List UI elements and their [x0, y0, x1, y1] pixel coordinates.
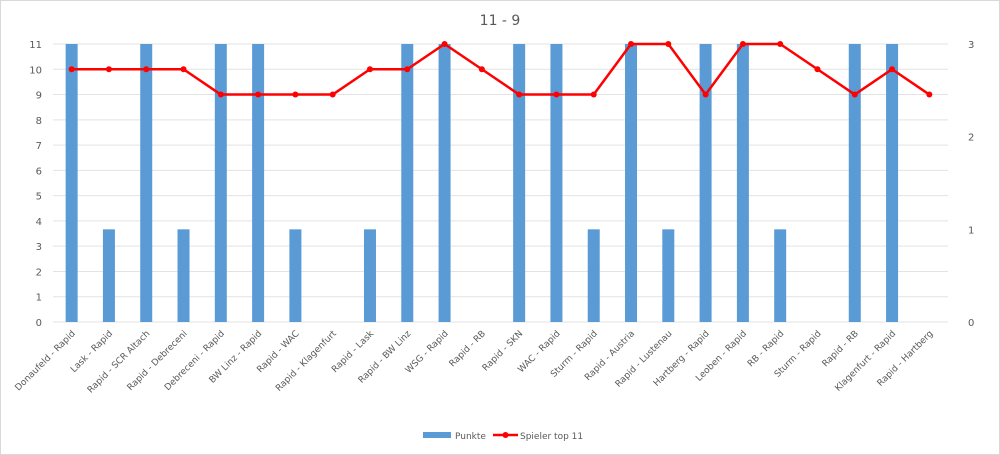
- bar: [438, 44, 451, 322]
- line-marker: [180, 66, 187, 73]
- bar: [736, 44, 749, 322]
- bar: [662, 229, 675, 322]
- gridlines: [53, 43, 948, 323]
- bar: [289, 229, 302, 322]
- bar: [140, 44, 153, 322]
- line-marker: [777, 41, 784, 47]
- bar: [699, 44, 712, 322]
- legend-label-punkte: Punkte: [455, 432, 486, 442]
- y-axis-tick-label: 5: [36, 192, 42, 203]
- legend-label-spieler-top-11: Spieler top 11: [520, 432, 583, 442]
- line-marker: [590, 91, 597, 98]
- x-axis-category-label: Donaufeld - Rapid: [14, 329, 78, 393]
- x-axis-category-label: Rapid - SCR Altach: [86, 329, 152, 395]
- line-marker: [478, 66, 485, 73]
- line-marker: [217, 91, 224, 98]
- x-axis-category-label: RB - Rapid: [746, 329, 786, 369]
- bar: [214, 44, 227, 322]
- y-axis-tick-label: 8: [36, 116, 42, 127]
- bar: [401, 44, 414, 322]
- line-marker: [255, 91, 262, 98]
- line-marker: [739, 41, 746, 47]
- bar: [774, 229, 787, 322]
- legend-bar-swatch: [423, 432, 451, 438]
- line-marker: [702, 91, 709, 98]
- secondary-y-axis-tick-label: 0: [968, 318, 974, 329]
- line-marker: [143, 66, 150, 73]
- line-marker: [441, 41, 448, 47]
- bar: [886, 44, 899, 322]
- y-axis-tick-label: 1: [36, 293, 42, 304]
- line-marker: [516, 91, 523, 98]
- bar-series-punkte: [65, 44, 899, 322]
- y-axis-tick-label: 6: [36, 166, 42, 177]
- line-marker: [851, 91, 858, 98]
- secondary-y-axis-tick-label: 1: [968, 225, 974, 236]
- y-axis-tick-label: 7: [36, 141, 42, 152]
- bar: [848, 44, 861, 322]
- line-marker: [366, 66, 373, 73]
- bar: [65, 44, 78, 322]
- legend-line-swatch: [502, 432, 509, 438]
- bar: [625, 44, 638, 322]
- line-marker: [665, 41, 672, 47]
- bar: [102, 229, 115, 322]
- secondary-y-axis-tick-label: 3: [968, 40, 974, 51]
- x-axis-category-label: Rapid - RB: [448, 329, 488, 369]
- secondary-y-axis-tick-label: 2: [968, 133, 974, 144]
- y-axis-tick-label: 3: [36, 242, 42, 253]
- line-marker: [628, 41, 635, 47]
- y-axis-tick-label: 0: [36, 318, 42, 329]
- y-axis-tick-label: 4: [36, 217, 42, 228]
- bar: [550, 44, 563, 322]
- line-marker: [889, 66, 896, 73]
- y-axis-tick-label: 11: [29, 40, 42, 51]
- chart-title: 11 - 9: [480, 13, 521, 29]
- y-axis-tick-label: 9: [36, 91, 42, 102]
- bar: [363, 229, 376, 322]
- bar: [587, 229, 600, 322]
- bar: [513, 44, 526, 322]
- y-axis-tick-label: 10: [29, 65, 42, 76]
- line-marker: [814, 66, 821, 73]
- legend: Punkte Spieler top 11: [423, 432, 583, 442]
- line-marker: [105, 66, 112, 73]
- bar: [177, 229, 190, 322]
- line-marker: [329, 91, 336, 98]
- line-marker: [68, 66, 75, 73]
- line-marker: [926, 91, 933, 98]
- bar: [252, 44, 265, 322]
- line-marker: [553, 91, 560, 98]
- line-series-spieler-top-11: [68, 41, 933, 98]
- line-marker: [292, 91, 299, 98]
- x-axis-category-label: Rapid - RB: [821, 329, 861, 369]
- line-marker: [404, 66, 411, 73]
- y-axis-tick-label: 2: [36, 267, 42, 278]
